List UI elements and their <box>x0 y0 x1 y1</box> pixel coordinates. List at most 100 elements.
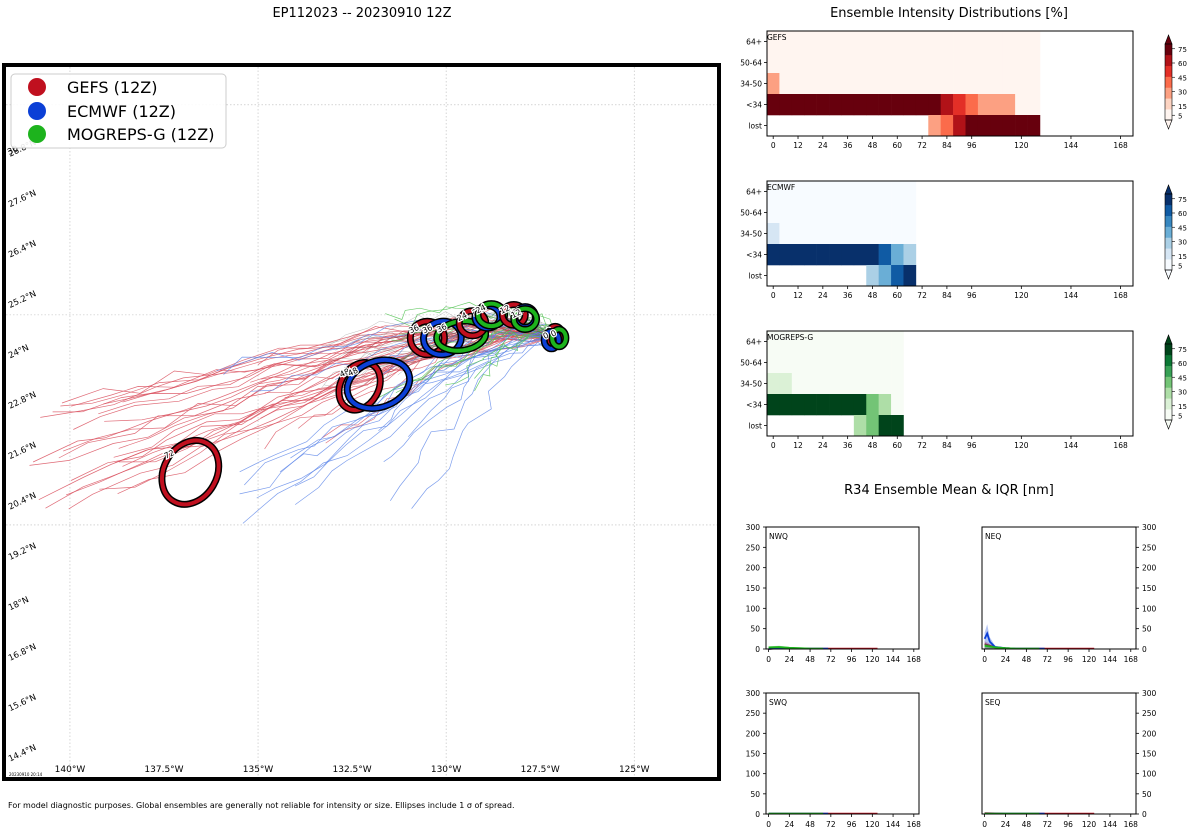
colorbar-segment <box>1165 98 1172 110</box>
colorbar-segment <box>1165 237 1172 249</box>
heatmap-cell <box>804 331 817 353</box>
heatmap-row-label: 50-64 <box>740 59 762 68</box>
legend-box <box>10 73 227 149</box>
heatmap-cell <box>816 52 830 74</box>
spread-ellipse-mogreps-g: 0 <box>548 325 570 351</box>
heatmap-cell <box>791 394 805 416</box>
colorbar-tick-label: 60 <box>1178 210 1187 218</box>
map-timestamp: 20230910 20:14 <box>9 772 43 777</box>
r34-x-tick-label: 48 <box>1022 655 1032 664</box>
colorbar-segment <box>1165 44 1172 56</box>
colorbar-segment <box>1165 109 1172 121</box>
r34-y-tick-label: 100 <box>1142 604 1157 613</box>
heatmap-cell <box>767 181 780 203</box>
heatmap-frame <box>766 30 1134 137</box>
heatmap-cell <box>953 115 966 137</box>
colorbar-tick-label: 30 <box>1178 89 1187 97</box>
heatmap-cell <box>804 52 817 74</box>
heatmap-x-tick-label: 96 <box>967 141 977 150</box>
heatmap-cell <box>853 373 867 395</box>
heatmap-cell <box>878 373 892 395</box>
heatmap-cell <box>767 244 780 266</box>
heatmap-cell <box>903 31 917 53</box>
heatmap-cell <box>866 244 879 266</box>
heatmap-cell <box>779 31 793 53</box>
r34-x-tick-label: 96 <box>847 820 857 829</box>
r34-y-tick-label: 0 <box>1142 645 1147 654</box>
intensity-distribution-panel: Ensemble Intensity Distributions [%] 64+… <box>740 6 1187 450</box>
heatmap-cell <box>1015 94 1028 116</box>
colorbar-segment <box>1165 65 1172 77</box>
heatmap-x-tick-label: 60 <box>892 441 902 450</box>
heatmap-x-tick-label: 120 <box>1014 291 1029 300</box>
r34-size-panel: R34 Ensemble Mean & IQR [nm] NWQ 0 24 48 72 9… <box>746 483 1157 829</box>
r34-x-tick-label: 72 <box>826 655 836 664</box>
colorbar-segment <box>1165 215 1172 227</box>
heatmap-cell <box>878 415 892 437</box>
heatmap-cell <box>804 394 817 416</box>
heatmap-cell <box>767 394 780 416</box>
heatmap-x-tick-label: 36 <box>843 441 853 450</box>
ensemble-track <box>390 329 556 501</box>
heatmap-x-tick-label: 24 <box>818 291 828 300</box>
heatmap-x-tick-label: 72 <box>917 141 927 150</box>
heatmap-cell <box>779 244 793 266</box>
spread-ellipse-ecmwf: 48 <box>343 356 414 412</box>
colorbar-tick-label: 5 <box>1178 412 1182 420</box>
heatmap-cell <box>891 415 904 437</box>
r34-y-tick-label: 250 <box>746 709 761 718</box>
heatmap-row-label: lost <box>748 422 762 431</box>
r34-y-tick-label: 100 <box>746 604 761 613</box>
heatmap-cell <box>891 331 904 353</box>
heatmap-model-label: MOGREPS-G <box>767 333 813 342</box>
r34-y-tick-label: 150 <box>1142 584 1157 593</box>
ensemble-track <box>63 331 556 452</box>
colorbar-extend-min <box>1164 119 1173 130</box>
heatmap-cell <box>928 52 941 74</box>
r34-y-tick-label: 100 <box>1142 770 1157 779</box>
heatmap-x-tick-label: 48 <box>868 291 878 300</box>
heatmap-cell <box>829 394 842 416</box>
colorbar-segment <box>1165 365 1172 377</box>
heatmap-cell <box>791 31 805 53</box>
heatmap-cell <box>928 94 941 116</box>
ellipse-ring <box>345 357 412 411</box>
heatmap-cell <box>915 31 929 53</box>
heatmap-cell <box>767 331 780 353</box>
heatmap-cell <box>816 331 830 353</box>
spread-ellipse-mogreps-g: 12 <box>508 305 541 333</box>
heatmap-cell <box>767 352 780 374</box>
heatmap-cell <box>841 394 855 416</box>
r34-x-tick-label: 24 <box>785 820 795 829</box>
r34-nwq-chart: NWQ 0 24 48 72 96 120 144 168 0 50 100 150 200 250 300 <box>746 523 922 664</box>
colorbar: 515 30 45 60 75 <box>1164 34 1187 130</box>
heatmap-cell <box>915 94 929 116</box>
heatmap-cell <box>853 394 867 416</box>
heatmap-cell <box>816 94 830 116</box>
r34-y-tick-label: 50 <box>1142 625 1152 634</box>
heatmap-cell <box>767 73 780 95</box>
heatmap-cell <box>977 52 991 74</box>
heatmap-row-label: 34-50 <box>740 230 762 239</box>
heatmap-cell <box>829 202 842 224</box>
heatmap-cell <box>804 94 817 116</box>
heatmap-cell <box>965 52 979 74</box>
heatmap-cell <box>866 202 879 224</box>
heatmap-cell <box>990 73 1004 95</box>
heatmap-cell <box>791 244 805 266</box>
heatmap-cell <box>1015 73 1028 95</box>
heatmap-cell <box>903 73 917 95</box>
heatmap-x-tick-label: 72 <box>917 291 927 300</box>
colorbar-frame <box>1164 43 1173 121</box>
heatmap-row-label: 64+ <box>746 38 762 47</box>
spread-ellipse-gefs: 72 <box>158 437 223 508</box>
heatmap-row-label: 64+ <box>746 188 762 197</box>
colorbar-frame <box>1164 343 1173 421</box>
colorbar-tick-label: 75 <box>1178 196 1187 204</box>
ecmwf-intensity-heatmap: 64+ 50-64 34-50 <34 lost ECMWF 0 12 24 36 48 60 72 84… <box>740 180 1187 300</box>
heatmap-cell <box>866 181 879 203</box>
heatmap-cell <box>779 373 793 395</box>
heatmap-cell <box>903 52 917 74</box>
